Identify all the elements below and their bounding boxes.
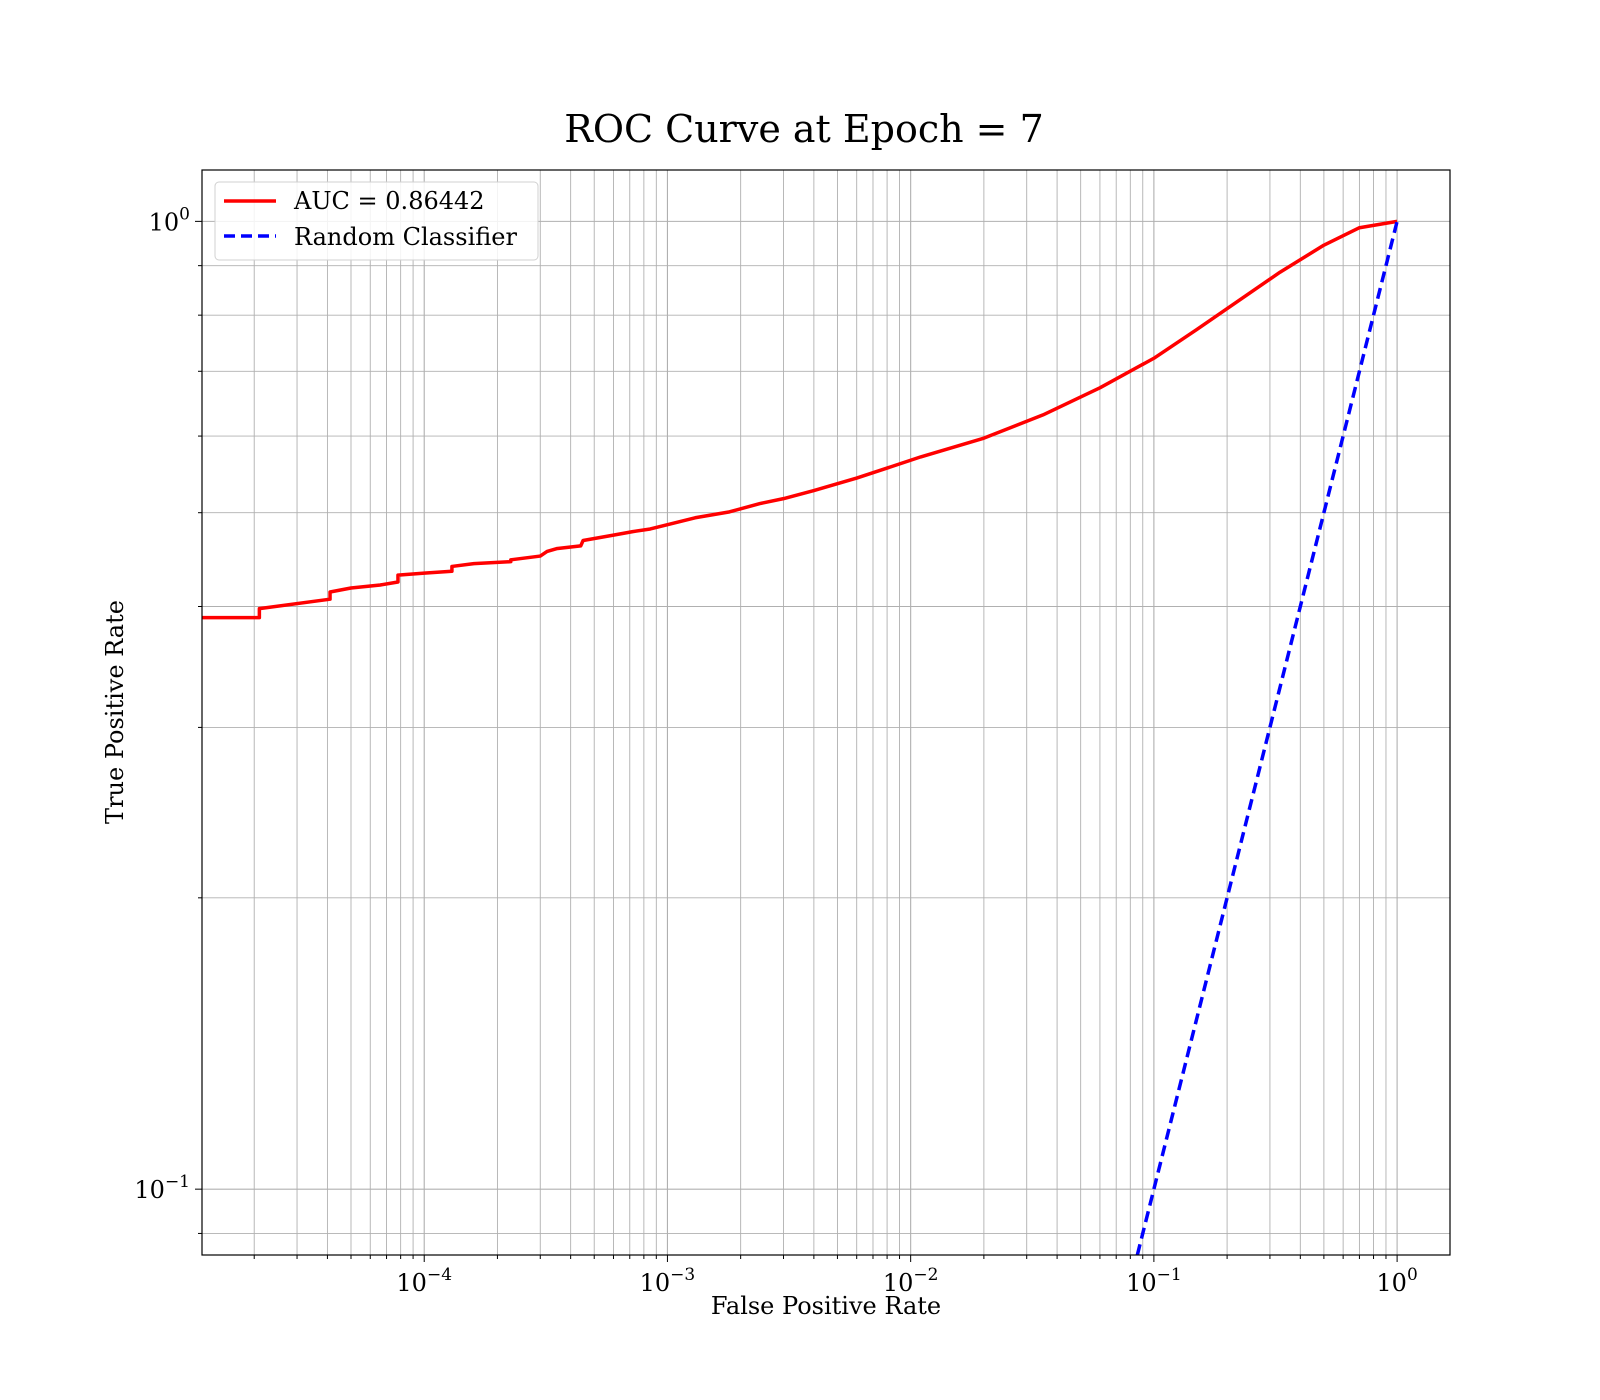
plot-frame bbox=[201, 169, 1451, 1256]
legend: AUC = 0.86442 Random Classifier bbox=[214, 181, 539, 261]
major-grid bbox=[202, 170, 1450, 1255]
x-tick-label: 10−2 bbox=[883, 1265, 939, 1297]
y-axis-label: True Positive Rate bbox=[101, 600, 129, 824]
minor-grid bbox=[202, 170, 1450, 1255]
roc-curve-line bbox=[202, 219, 1398, 620]
legend-box bbox=[214, 181, 539, 261]
x-tick-label: 100 bbox=[1376, 1265, 1417, 1297]
y-tick-label: 10−1 bbox=[134, 1172, 190, 1204]
x-tick-label: 10−1 bbox=[1126, 1265, 1182, 1297]
chart-title: ROC Curve at Epoch = 7 bbox=[564, 107, 1044, 151]
y-tick-label: 100 bbox=[149, 204, 190, 236]
x-tick-label: 10−4 bbox=[396, 1265, 452, 1297]
tick-layer: 10−4 10−3 10−2 10−1 100 10−1 100 bbox=[134, 204, 1417, 1297]
legend-label-random-classifier: Random Classifier bbox=[294, 223, 517, 251]
legend-label-auc: AUC = 0.86442 bbox=[293, 187, 485, 215]
series-layer bbox=[202, 219, 1399, 1255]
x-axis-label: False Positive Rate bbox=[711, 1292, 941, 1320]
x-tick-label: 10−3 bbox=[640, 1265, 696, 1297]
random-classifier-line bbox=[1135, 220, 1399, 1255]
